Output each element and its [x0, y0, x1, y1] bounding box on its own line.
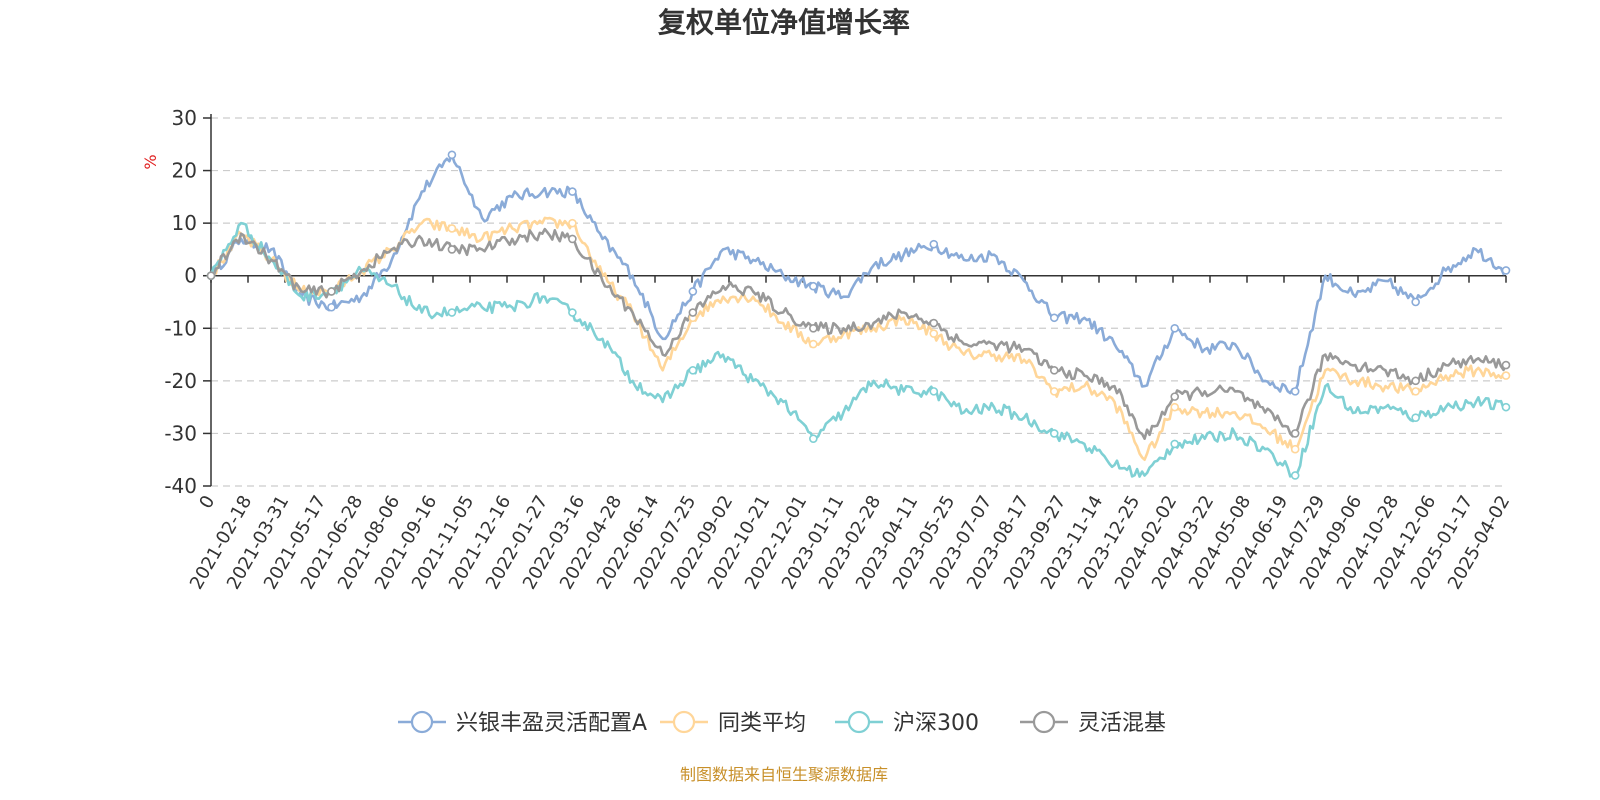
data-point: [1170, 392, 1180, 401]
legend-label: 灵活混基: [1078, 711, 1166, 736]
data-point: [1290, 444, 1300, 454]
y-tick-label: -10: [164, 316, 197, 340]
legend-marker: [1032, 710, 1056, 734]
series-line: [210, 153, 1508, 395]
y-tick-label: 10: [172, 211, 197, 235]
y-tick-label: 0: [184, 264, 197, 288]
series-line: [210, 227, 1508, 440]
data-point: [1411, 387, 1420, 396]
series-line: [210, 216, 1507, 461]
data-point: [447, 308, 457, 317]
data-point: [1049, 366, 1059, 375]
data-point: [1170, 402, 1180, 412]
legend-item[interactable]: 灵活混基: [1020, 710, 1166, 736]
data-point: [1049, 429, 1059, 438]
legend-label: 兴银丰盈灵活配置A: [456, 711, 647, 736]
data-point: [1501, 266, 1511, 275]
data-point: [1501, 402, 1511, 412]
y-tick-label: 30: [172, 106, 197, 130]
data-point: [447, 150, 457, 160]
data-point: [206, 271, 216, 281]
legend: 兴银丰盈灵活配置A 同类平均 沪深300 灵活混基: [398, 710, 1166, 736]
data-point: [688, 308, 698, 317]
data-point: [929, 329, 939, 338]
data-point: [447, 245, 457, 254]
data-point: [688, 366, 698, 375]
y-tick-label: -20: [164, 369, 197, 393]
y-axis-label: %: [141, 154, 160, 169]
data-point: [929, 318, 939, 328]
legend-marker: [847, 710, 871, 734]
x-tick-label: 0: [195, 492, 219, 512]
data-point: [1049, 387, 1059, 396]
data-point: [1290, 471, 1300, 480]
legend-item[interactable]: 兴银丰盈灵活配置A: [398, 710, 647, 736]
data-point: [1501, 371, 1511, 380]
data-point: [688, 287, 698, 296]
data-point: [809, 434, 818, 443]
series-lines: [209, 153, 1508, 478]
data-point: [809, 281, 818, 291]
legend-label: 同类平均: [718, 711, 806, 736]
data-point: [929, 387, 939, 396]
source-note: 制图数据来自恒生聚源数据库: [680, 765, 888, 784]
data-point: [929, 239, 939, 249]
data-point: [809, 339, 818, 349]
legend-marker: [672, 710, 696, 734]
data-point: [447, 224, 457, 233]
data-point: [568, 187, 577, 196]
series-markers: [206, 150, 1511, 480]
data-point: [568, 234, 577, 244]
data-point: [1290, 387, 1300, 396]
axes: 3020100-10-20-30-4002021-02-182021-03-31…: [164, 106, 1514, 593]
data-point: [327, 287, 336, 296]
data-point: [1411, 413, 1420, 422]
y-tick-label: -30: [164, 421, 197, 445]
data-point: [1411, 297, 1420, 307]
data-point: [1501, 360, 1511, 370]
data-point: [568, 218, 577, 228]
legend-item[interactable]: 沪深300: [835, 710, 979, 736]
series-line: [209, 221, 1507, 478]
legend-label: 沪深300: [893, 711, 979, 736]
data-point: [1170, 439, 1180, 449]
data-point: [1411, 376, 1420, 386]
legend-item[interactable]: 同类平均: [660, 710, 806, 736]
y-tick-label: 20: [172, 159, 197, 183]
data-point: [1049, 313, 1059, 323]
data-point: [1170, 323, 1180, 333]
data-point: [809, 323, 818, 333]
data-point: [327, 302, 336, 312]
data-point: [1290, 429, 1300, 438]
data-point: [568, 308, 577, 317]
legend-marker: [410, 710, 434, 734]
chart-title: 复权单位净值增长率: [658, 6, 910, 39]
y-tick-label: -40: [164, 474, 197, 498]
